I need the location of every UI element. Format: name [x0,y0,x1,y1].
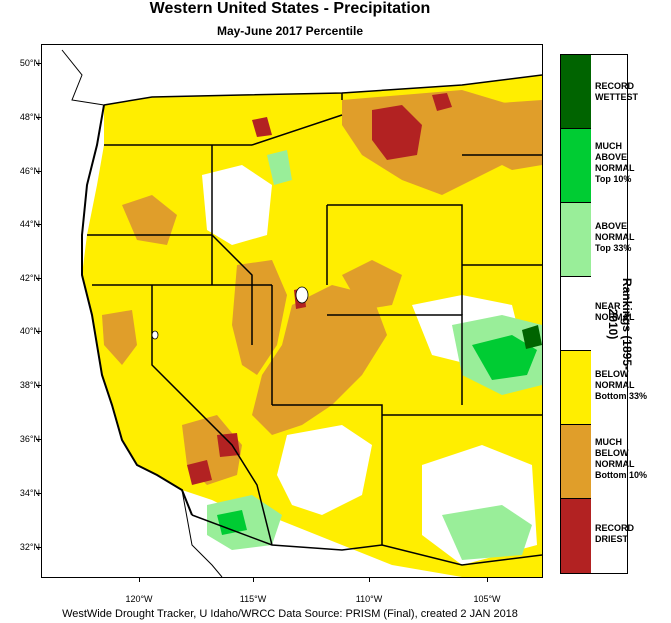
longitude-tick-mark [487,577,488,582]
legend-swatch-record-wettest [561,55,591,129]
latitude-tick-mark [36,493,41,494]
longitude-tick-label: 105°W [473,594,501,604]
mexico-border [191,514,542,566]
great-salt-lake [295,286,309,304]
lake-tahoe [151,330,159,340]
latitude-tick-mark [36,278,41,279]
region-much-below-normal-utah [252,285,387,435]
longitude-tick-label: 110°W [355,594,383,604]
latitude-tick-mark [36,331,41,332]
map-canvas [42,45,542,577]
latitude-tick-label: 50°N [19,58,40,68]
latitude-tick-mark [36,171,41,172]
legend-label-much-above-normal: MUCH ABOVE NORMAL Top 10% [595,141,635,184]
mexico-outline [181,489,223,577]
latitude-tick-mark [36,63,41,64]
longitude-tick-label: 115°W [239,594,267,604]
legend-swatch-much-below-normal [561,425,591,499]
canada-border [103,74,542,106]
state-boundaries [87,93,542,546]
legend-swatch-much-above-normal [561,129,591,203]
region-much-below-normal-nevada [232,260,287,375]
region-much-above-normal-arizona [217,510,247,535]
legend-label-above-normal: ABOVE NORMAL Top 33% [595,221,635,253]
region-near-normal-arizona [277,425,372,515]
region-much-below-normal-oregon [122,195,177,245]
longitude-tick-label: 120°W [125,594,153,604]
latitude-tick-label: 34°N [19,488,40,498]
legend-label-record-wettest: RECORD WETTEST [595,81,638,102]
legend-label-much-below-normal: MUCH BELOW NORMAL Bottom 10% [595,437,648,480]
latitude-tick-label: 48°N [19,112,40,122]
region-record-driest-idaho [252,117,272,137]
map-subtitle: May-June 2017 Percentile [216,24,364,38]
legend-swatch-below-normal [561,351,591,425]
latitude-tick-mark [36,547,41,548]
legend-label-record-driest: RECORD DRIEST [595,523,635,544]
latitude-tick-label: 42°N [19,273,40,283]
latitude-tick-mark [36,224,41,225]
precipitation-map [41,44,543,578]
latitude-tick-label: 44°N [19,219,40,229]
canada-outline [61,49,105,106]
region-much-above-normal-colorado [472,335,537,380]
region-much-below-normal-northeast [472,100,542,170]
region-much-below-normal-california [102,310,137,365]
latitude-tick-mark [36,385,41,386]
legend-swatch-record-driest [561,499,591,573]
region-record-driest-nevada-south [217,433,240,457]
latitude-tick-label: 38°N [19,380,40,390]
latitude-tick-mark [36,439,41,440]
legend-label-below-normal: BELOW NORMAL Bottom 33% [595,369,648,401]
coastline [81,104,193,516]
region-above-normal-washington [267,150,292,185]
legend-swatch-near-normal [561,277,591,351]
region-record-driest-socal [187,460,212,485]
latitude-tick-label: 36°N [19,434,40,444]
legend: RECORD WETTEST MUCH ABOVE NORMAL Top 10% ABO… [560,54,647,574]
legend-swatch-above-normal [561,203,591,277]
latitude-tick-label: 40°N [19,326,40,336]
region-much-below-normal-wyoming [342,260,402,310]
region-record-wettest [522,325,542,349]
region-above-normal-nm [442,505,532,560]
region-near-normal-idaho [202,165,272,245]
legend-axis-title: Rankings (1895-2010) [606,277,634,371]
longitude-tick-mark [139,577,140,582]
region-record-driest-montana [372,105,422,160]
footer-credit: WestWide Drought Tracker, U Idaho/WRCC D… [62,608,518,620]
latitude-tick-label: 32°N [19,542,40,552]
longitude-tick-mark [253,577,254,582]
latitude-tick-label: 46°N [19,166,40,176]
region-record-driest-montana-east [432,93,452,111]
map-title: Western United States - Precipitation [149,0,431,17]
latitude-tick-mark [36,117,41,118]
longitude-tick-mark [369,577,370,582]
legend-label-near-normal: NEAR NORMAL [595,301,635,322]
